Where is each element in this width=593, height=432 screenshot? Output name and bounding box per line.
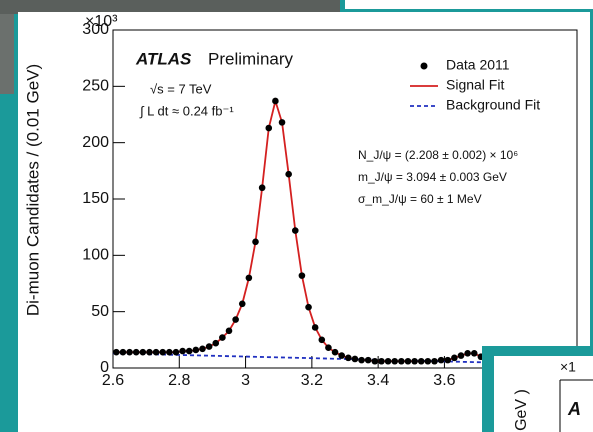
data-point bbox=[364, 356, 372, 364]
data-point bbox=[437, 356, 445, 364]
x-tick-label: 3.6 bbox=[433, 372, 455, 389]
data-point bbox=[272, 97, 279, 105]
data-point bbox=[225, 327, 233, 335]
data-point bbox=[192, 346, 200, 354]
data-point bbox=[179, 347, 186, 355]
data-point bbox=[398, 357, 405, 365]
x-tick-label: 3.2 bbox=[301, 372, 323, 389]
data-point bbox=[331, 348, 339, 356]
annotation: σ_m_J/ψ = 60 ± 1 MeV bbox=[358, 192, 482, 206]
data-point bbox=[119, 348, 127, 356]
data-point bbox=[159, 348, 167, 356]
y-axis-label: Di-muon Candidates / (0.01 GeV) bbox=[23, 64, 42, 316]
y-tick-label: 0 bbox=[100, 359, 109, 376]
panel-edge bbox=[345, 0, 593, 9]
legend-marker bbox=[420, 62, 428, 70]
data-point bbox=[311, 324, 319, 331]
data-point bbox=[404, 357, 412, 365]
data-point bbox=[318, 336, 326, 344]
data-point bbox=[152, 348, 160, 356]
data-point bbox=[470, 350, 478, 357]
data-point bbox=[258, 184, 266, 192]
data-point bbox=[391, 357, 399, 365]
y-tick-label: 250 bbox=[82, 78, 109, 95]
legend: Data 2011 Signal Fit Background Fit bbox=[410, 57, 540, 113]
data-point bbox=[457, 352, 465, 359]
data-point bbox=[172, 348, 180, 356]
inset-y-label: GeV ) bbox=[513, 389, 530, 431]
inset-background bbox=[494, 356, 593, 432]
data-point bbox=[451, 354, 458, 362]
y-multiplier: ×10³ bbox=[85, 13, 118, 30]
legend-label: Signal Fit bbox=[446, 77, 504, 93]
data-point bbox=[371, 357, 379, 365]
inset-panel: GeV ) ×1 A bbox=[482, 346, 593, 432]
experiment: ATLAS bbox=[135, 49, 192, 68]
data-point bbox=[212, 339, 220, 347]
data-point bbox=[265, 124, 273, 132]
y-tick-label: 150 bbox=[82, 190, 109, 207]
legend-label: Background Fit bbox=[446, 97, 540, 113]
x-tick-label: 2.6 bbox=[102, 372, 124, 389]
data-point bbox=[338, 352, 345, 359]
data-point bbox=[358, 356, 365, 364]
y-tick-label: 300 bbox=[82, 21, 109, 38]
data-point bbox=[219, 334, 226, 341]
x-tick-label: 3.4 bbox=[367, 372, 389, 389]
data-point bbox=[146, 348, 153, 356]
data-point bbox=[185, 347, 193, 355]
data-point bbox=[305, 303, 312, 311]
photo-strip bbox=[0, 14, 14, 94]
data-point bbox=[291, 227, 299, 234]
data-point bbox=[378, 357, 385, 365]
annotation: N_J/ψ = (2.208 ± 0.002) × 10⁶ bbox=[358, 148, 518, 162]
inset-multiplier: ×1 bbox=[560, 359, 576, 375]
luminosity: ∫ L dt ≈ 0.24 fb⁻¹ bbox=[139, 103, 234, 118]
data-point bbox=[298, 272, 306, 279]
data-point bbox=[139, 348, 147, 356]
data-point bbox=[464, 350, 471, 357]
status: Preliminary bbox=[208, 49, 294, 68]
data-point bbox=[132, 348, 140, 356]
data-point bbox=[232, 316, 239, 323]
y-tick-label: 50 bbox=[91, 303, 109, 320]
y-tick-label: 200 bbox=[82, 134, 109, 151]
data-point bbox=[325, 344, 332, 352]
data-point bbox=[205, 343, 213, 350]
data-point bbox=[417, 357, 425, 365]
x-tick-label: 2.8 bbox=[168, 372, 190, 389]
data-point bbox=[199, 345, 206, 353]
data-point bbox=[278, 119, 286, 126]
data-point bbox=[351, 355, 359, 363]
photo-strip bbox=[0, 0, 340, 14]
inset-title: A bbox=[567, 399, 581, 419]
data-point bbox=[444, 356, 452, 364]
data-point bbox=[424, 357, 432, 365]
data-point bbox=[252, 238, 259, 246]
data-point bbox=[126, 348, 133, 356]
data-point bbox=[113, 348, 120, 356]
y-tick-label: 100 bbox=[82, 247, 109, 264]
energy: √s = 7 TeV bbox=[150, 81, 212, 96]
data-point bbox=[431, 357, 438, 365]
legend-label: Data 2011 bbox=[446, 57, 510, 73]
x-tick-label: 3 bbox=[241, 372, 250, 389]
data-point bbox=[245, 274, 253, 282]
data-point bbox=[238, 300, 246, 308]
data-point bbox=[384, 357, 392, 365]
annotation: m_J/ψ = 3.094 ± 0.003 GeV bbox=[358, 170, 507, 184]
data-point bbox=[166, 348, 173, 356]
data-point bbox=[345, 354, 352, 362]
data-point bbox=[285, 170, 292, 178]
data-point bbox=[411, 357, 418, 365]
